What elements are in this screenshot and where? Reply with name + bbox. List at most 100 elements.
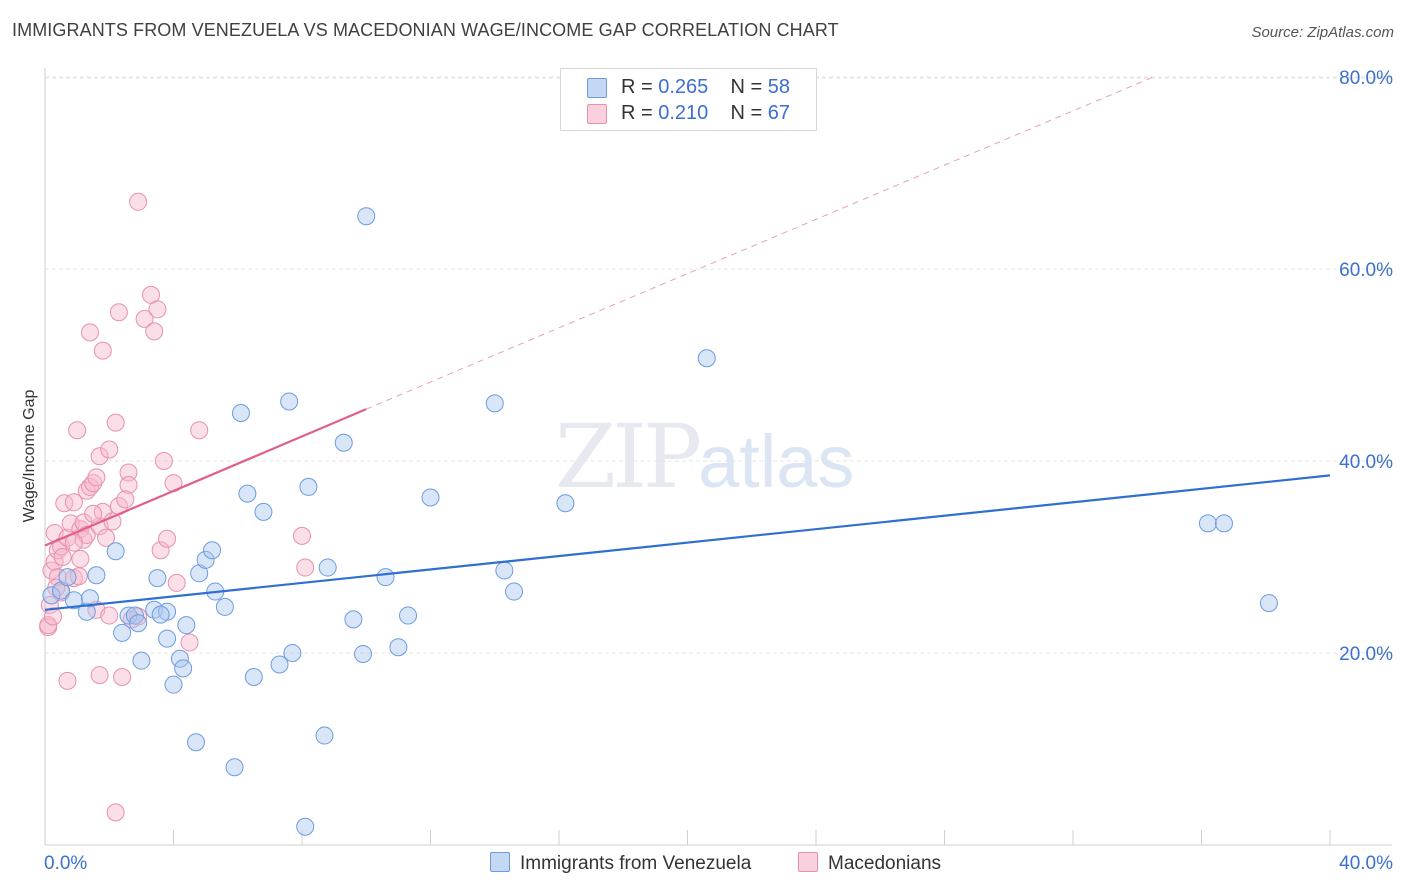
tick-labels: 20.0% 40.0% 60.0% 80.0% 0.0% 40.0% (44, 68, 1393, 874)
data-point-macedonians (167, 573, 186, 592)
data-point-venezuela (132, 651, 151, 670)
data-point-venezuela (158, 629, 177, 648)
data-point-venezuela (296, 817, 315, 836)
data-point-macedonians (39, 616, 58, 635)
y-axis-label: Wage/Income Gap (21, 389, 38, 523)
data-point-venezuela (164, 675, 183, 694)
data-point-venezuela (203, 541, 222, 560)
data-point-macedonians (93, 341, 112, 360)
data-point-venezuela (485, 394, 504, 413)
legend-text: R = 0.210 N = 67 (621, 102, 790, 125)
data-point-venezuela (299, 477, 318, 496)
data-point-venezuela (318, 558, 337, 577)
legend-label: Immigrants from Venezuela (520, 853, 752, 874)
data-point-macedonians (90, 666, 109, 685)
data-point-macedonians (71, 549, 90, 568)
data-point-macedonians (87, 468, 106, 487)
data-point-macedonians (58, 671, 77, 690)
data-point-venezuela (421, 488, 440, 507)
data-point-venezuela (231, 404, 250, 422)
gridlines (45, 76, 1392, 654)
data-point-macedonians (61, 514, 80, 533)
watermark-zip: ZIP (555, 405, 702, 508)
data-point-venezuela (389, 638, 408, 657)
data-point-macedonians (154, 452, 173, 470)
data-point-venezuela (42, 586, 61, 605)
series-venezuela (42, 207, 1278, 836)
data-point-venezuela (186, 733, 205, 752)
data-point-macedonians (80, 323, 99, 342)
data-point-venezuela (215, 597, 234, 616)
data-point-venezuela (283, 644, 302, 662)
legend-r-label: R = (621, 102, 659, 124)
data-point-macedonians (106, 803, 125, 822)
data-point-macedonians (135, 309, 154, 328)
y-tick-label: 80.0% (1339, 68, 1393, 89)
data-point-venezuela (225, 758, 244, 777)
data-point-macedonians (106, 413, 125, 432)
data-point-macedonians (84, 504, 103, 523)
data-point-macedonians (190, 421, 209, 440)
data-point-venezuela (505, 582, 524, 601)
y-tick-label: 20.0% (1339, 644, 1393, 665)
data-point-venezuela (58, 568, 77, 587)
y-tick-label: 60.0% (1339, 260, 1393, 281)
y-tick-label: 40.0% (1339, 452, 1393, 473)
data-point-venezuela (244, 668, 263, 686)
data-point-venezuela (270, 655, 289, 674)
data-point-macedonians (113, 668, 132, 686)
data-point-venezuela (495, 561, 514, 580)
legend-text: R = 0.265 N = 58 (621, 76, 790, 99)
data-point-venezuela (80, 589, 99, 608)
data-point-venezuela (174, 659, 193, 678)
data-point-venezuela (376, 568, 395, 587)
x-tick-label: 0.0% (44, 853, 87, 874)
bottom-legend-venezuela: Immigrants from Venezuela (490, 852, 751, 875)
data-point-venezuela (77, 602, 96, 621)
data-point-venezuela (1259, 594, 1278, 613)
watermark: ZIPatlas (555, 405, 854, 508)
data-point-macedonians (158, 529, 177, 548)
data-point-macedonians (145, 322, 164, 341)
data-point-macedonians (53, 548, 72, 566)
stats-legend: R = 0.265 N = 58 R = 0.210 N = 67 (560, 68, 817, 131)
data-point-venezuela (196, 550, 215, 569)
legend-n-label: N = (730, 76, 768, 98)
bottom-legend-macedonians: Macedonians (798, 852, 941, 875)
data-point-macedonians (90, 447, 109, 466)
legend-swatch-pink (587, 104, 607, 124)
data-point-macedonians (148, 300, 167, 319)
data-point-venezuela (357, 207, 376, 226)
data-point-macedonians (103, 512, 122, 531)
data-point-macedonians (293, 526, 311, 545)
data-point-venezuela (129, 614, 148, 633)
data-point-venezuela (119, 606, 138, 625)
trend-line-venezuela (44, 474, 1331, 611)
x-tick-label: 40.0% (1339, 853, 1393, 874)
data-point-macedonians (119, 476, 138, 494)
legend-n-value: 67 (767, 102, 791, 124)
data-point-macedonians (100, 440, 119, 459)
data-point-venezuela (1198, 514, 1217, 533)
data-point-macedonians (129, 192, 148, 211)
legend-n-label: N = (730, 102, 768, 124)
series-macedonians (39, 192, 315, 822)
legend-r-label: R = (621, 76, 659, 98)
data-point-venezuela (399, 606, 418, 625)
data-point-venezuela (177, 616, 196, 635)
data-point-venezuela (280, 392, 299, 411)
data-point-venezuela (106, 542, 125, 561)
data-point-venezuela (344, 610, 363, 629)
source-credit: Source: ZipAtlas.com (1251, 24, 1394, 41)
data-point-venezuela (238, 484, 257, 503)
data-point-macedonians (97, 528, 116, 547)
legend-r-value: 0.265 (658, 76, 709, 98)
data-point-macedonians (151, 541, 170, 560)
data-point-venezuela (254, 502, 273, 521)
data-point-venezuela (113, 623, 132, 642)
legend-n-value: 58 (767, 76, 791, 98)
axes (44, 68, 1392, 846)
data-point-macedonians (55, 494, 74, 513)
data-point-venezuela (148, 569, 167, 588)
data-point-macedonians (296, 558, 315, 577)
